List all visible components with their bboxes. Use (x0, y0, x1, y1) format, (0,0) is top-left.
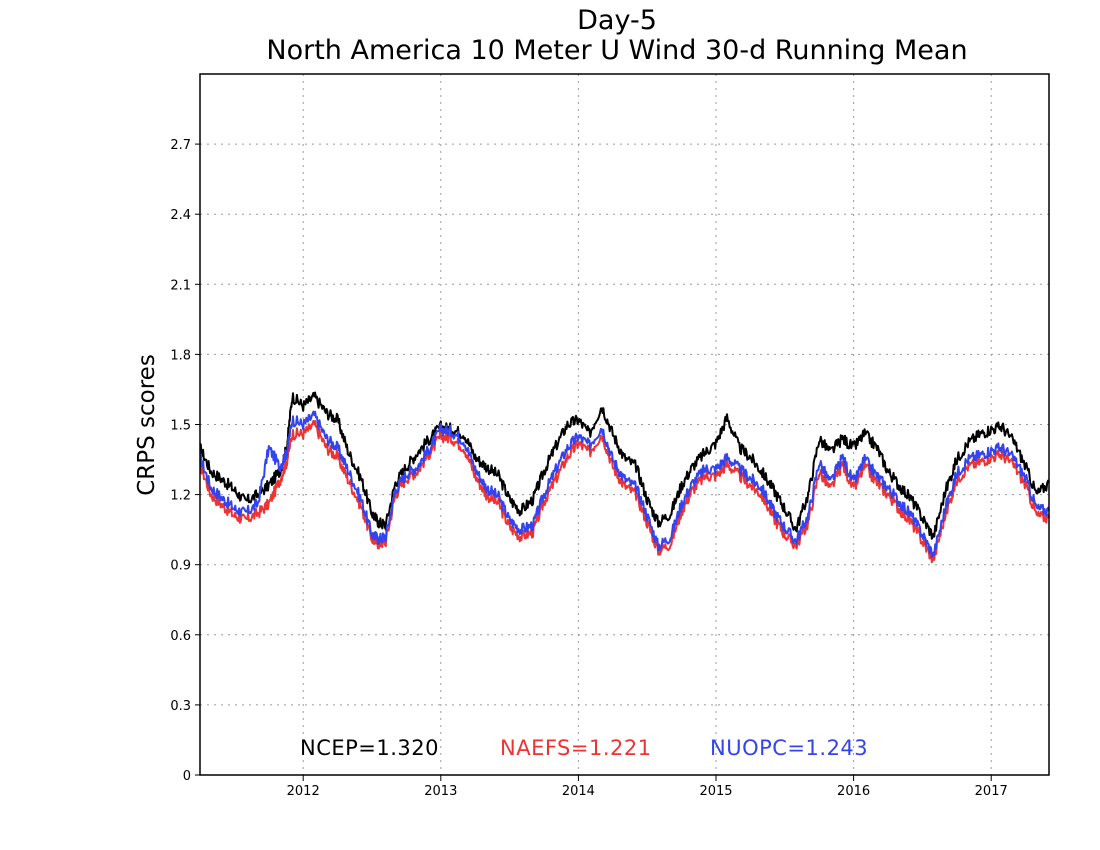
y-tick-label: 1.2 (170, 489, 191, 504)
y-tick-label: 2.1 (170, 278, 191, 293)
chart-title: Day-5 (577, 5, 657, 36)
x-tick-label: 2014 (562, 784, 595, 799)
y-tick-label: 1.5 (170, 419, 191, 434)
x-tick-label: 2015 (699, 784, 732, 799)
chart-subtitle: North America 10 Meter U Wind 30-d Runni… (266, 35, 967, 66)
y-tick-label: 0.3 (170, 699, 191, 714)
y-tick-label: 1.8 (170, 348, 191, 363)
x-tick-label: 2013 (424, 784, 457, 799)
x-axis: 2012 2013 2014 2015 2016 2017 (287, 775, 1008, 799)
y-tick-label: 2.4 (170, 208, 191, 223)
series-lines (199, 391, 1050, 564)
legend: NCEP=1.320 NAEFS=1.221 NUOPC=1.243 (300, 736, 868, 760)
x-tick-label: 2016 (837, 784, 870, 799)
x-tick-label: 2017 (975, 784, 1008, 799)
y-tick-label: 0 (183, 769, 191, 784)
legend-entry-ncep: NCEP=1.320 (300, 736, 439, 760)
y-axis: 0 0.3 0.6 0.9 1.2 1.5 1.8 2.1 2.4 2.7 (170, 138, 200, 784)
legend-entry-nuopc: NUOPC=1.243 (710, 736, 868, 760)
legend-entry-naefs: NAEFS=1.221 (500, 736, 652, 760)
y-axis-label: CRPS scores (134, 354, 160, 496)
series-line-nuopc (199, 410, 1050, 559)
y-tick-label: 0.6 (170, 629, 191, 644)
series-line-ncep (199, 391, 1050, 540)
x-tick-label: 2012 (287, 784, 320, 799)
y-tick-label: 0.9 (170, 559, 191, 574)
gridlines (200, 74, 1049, 775)
series-line-naefs (199, 419, 1050, 564)
y-tick-label: 2.7 (170, 138, 191, 153)
